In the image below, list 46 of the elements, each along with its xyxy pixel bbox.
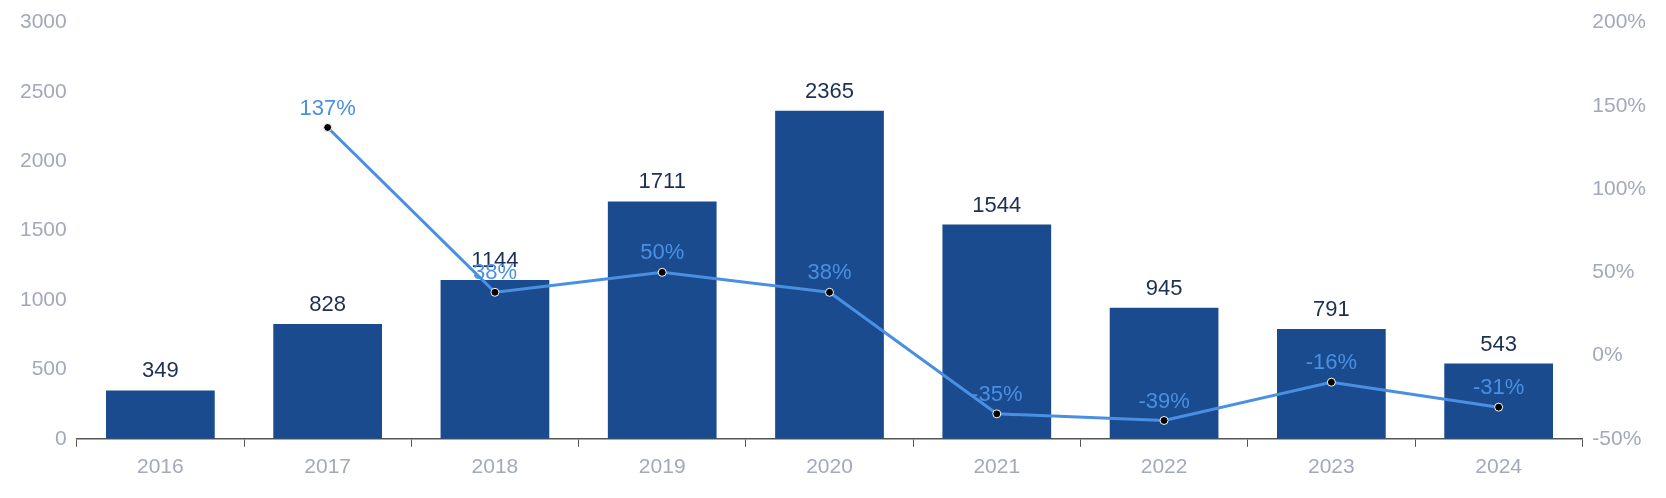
y-tick-label: 3000	[20, 9, 67, 33]
y2-tick-label: 200%	[1592, 9, 1647, 33]
bar	[1109, 307, 1219, 439]
y2-tick-label: 100%	[1592, 175, 1647, 199]
data-label: 50%	[640, 239, 685, 265]
bar	[775, 110, 884, 439]
data-label: -39%	[1138, 387, 1190, 413]
bar	[1276, 329, 1386, 439]
y-tick-label: 1500	[20, 217, 67, 241]
x-tick-label: 2020	[806, 454, 853, 478]
data-label: -35%	[971, 380, 1023, 406]
y-tick-label: 2500	[20, 78, 67, 102]
data-label: 945	[1145, 274, 1183, 300]
x-tick-label: 2018	[471, 454, 519, 478]
x-tick-label: 2024	[1475, 454, 1523, 478]
x-tick-label: 2019	[638, 454, 686, 478]
y2-tick-label: 50%	[1592, 259, 1635, 283]
y2-tick-label: -50%	[1592, 425, 1642, 449]
data-label: -31%	[1472, 374, 1525, 400]
y-tick-label: 1000	[20, 286, 67, 310]
y2-tick-label: 0%	[1592, 342, 1623, 366]
y2-tick-label: 150%	[1592, 92, 1647, 116]
x-tick-label: 2016	[137, 454, 184, 478]
x-tick-label: 2022	[1140, 454, 1188, 478]
data-label: 791	[1313, 296, 1350, 322]
data-label: 828	[309, 290, 347, 316]
x-tick-label: 2021	[973, 454, 1021, 478]
data-label: 349	[142, 357, 179, 383]
data-label: 2365	[805, 77, 854, 103]
data-label: 137%	[299, 94, 356, 120]
data-label: 543	[1480, 330, 1518, 356]
bar	[942, 224, 1052, 439]
bar	[105, 390, 215, 439]
data-label: 38%	[807, 259, 852, 285]
bar	[607, 201, 717, 439]
bar	[273, 323, 383, 439]
data-label: -16%	[1305, 349, 1358, 375]
x-tick-label: 2023	[1308, 454, 1355, 478]
bar	[440, 280, 550, 439]
data-label: 1711	[638, 168, 686, 194]
x-tick-label: 2017	[304, 454, 352, 478]
data-label: 1544	[972, 191, 1022, 217]
y-tick-label: 0	[55, 425, 67, 449]
bar	[1444, 363, 1554, 439]
y-tick-label: 2000	[20, 148, 67, 172]
y-tick-label: 500	[31, 356, 67, 380]
